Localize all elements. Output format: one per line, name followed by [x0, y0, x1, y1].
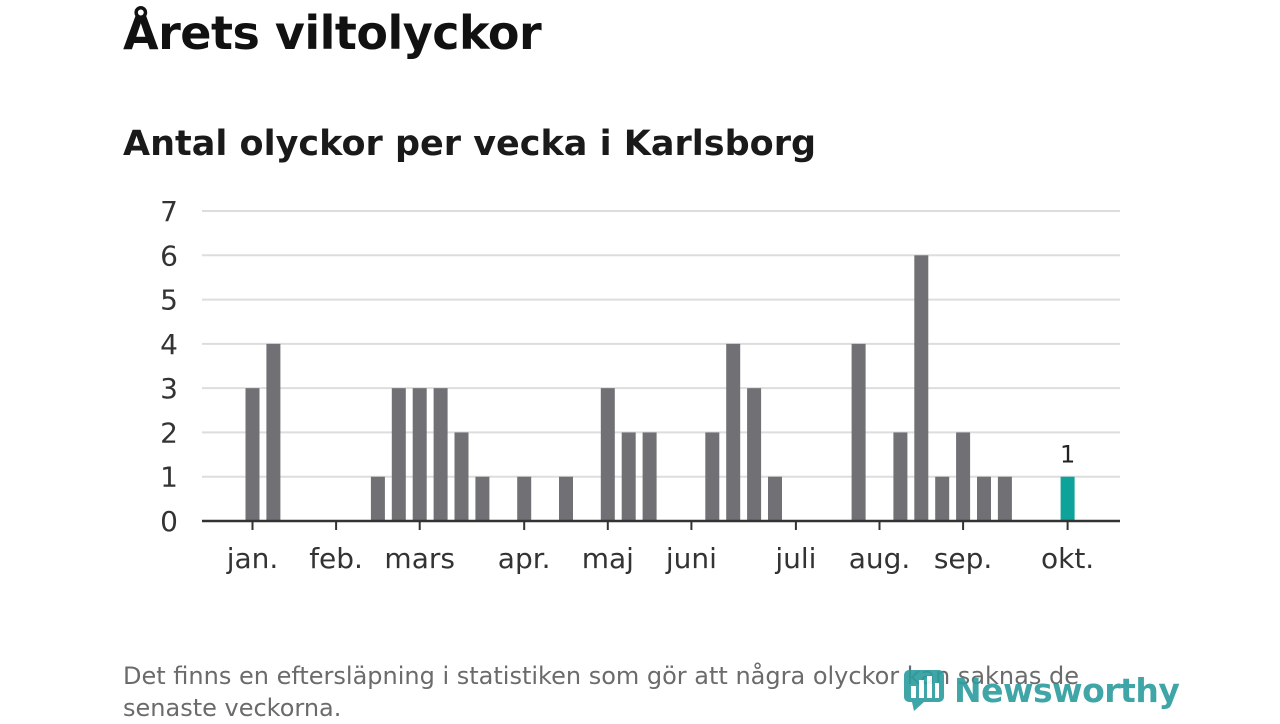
bar	[412, 388, 427, 521]
bar-chart: 0 1 2 3 4 5 6 7 jan. feb. mars apr. maj juni juli aug.…	[160, 195, 1120, 575]
x-tick-label: mars	[384, 542, 455, 575]
data-label: 1	[1060, 441, 1075, 469]
bar	[433, 388, 448, 521]
bar-highlight	[1060, 476, 1075, 521]
bar	[370, 476, 385, 521]
bar	[956, 432, 971, 521]
chart-title: Årets viltolyckor	[123, 6, 542, 60]
y-tick-label: 0	[160, 505, 178, 538]
bar	[935, 476, 950, 521]
y-tick-label: 6	[160, 239, 178, 272]
bar	[768, 476, 782, 521]
data-labels: 1	[1060, 441, 1075, 469]
x-tick-label: sep.	[934, 542, 993, 575]
bar	[475, 476, 490, 521]
bar	[391, 388, 406, 521]
chart-subtitle: Antal olyckor per vecka i Karlsborg	[123, 124, 817, 164]
x-tick-label: juli	[774, 542, 816, 575]
bar	[642, 432, 657, 521]
y-tick-label: 3	[160, 372, 178, 405]
bar	[726, 343, 741, 521]
bar	[977, 476, 991, 521]
x-tick-label: jan.	[226, 542, 279, 575]
y-tick-label: 7	[160, 195, 178, 228]
bar-chart-logo-icon	[904, 670, 944, 711]
x-axis-ticks: jan. feb. mars apr. maj juni juli aug. sep. okt.	[226, 521, 1094, 575]
bar	[621, 432, 636, 521]
grid-lines	[202, 210, 1120, 478]
y-tick-label: 5	[160, 284, 178, 317]
x-tick-label: apr.	[498, 542, 551, 575]
bar	[245, 388, 260, 521]
y-tick-label: 1	[160, 461, 178, 494]
logo-text: Newsworthy	[954, 670, 1180, 710]
bar	[705, 432, 720, 521]
bar	[851, 343, 866, 521]
y-tick-label: 2	[160, 416, 178, 449]
bar	[997, 476, 1012, 521]
y-tick-label: 4	[160, 328, 178, 361]
bar	[914, 255, 929, 522]
bar	[559, 476, 573, 521]
x-tick-label: juni	[665, 542, 717, 575]
newsworthy-logo: Newsworthy	[902, 668, 1180, 712]
x-tick-label: feb.	[309, 542, 363, 575]
x-tick-label: okt.	[1041, 542, 1094, 575]
bar	[266, 343, 281, 521]
bar	[747, 388, 762, 521]
bar	[454, 432, 469, 521]
x-tick-label: aug.	[849, 542, 911, 575]
x-tick-label: maj	[582, 542, 634, 575]
bar	[517, 476, 532, 521]
y-axis-ticks: 0 1 2 3 4 5 6 7	[160, 195, 178, 538]
bar	[600, 388, 615, 521]
bars	[245, 255, 1075, 522]
bar	[893, 432, 908, 521]
